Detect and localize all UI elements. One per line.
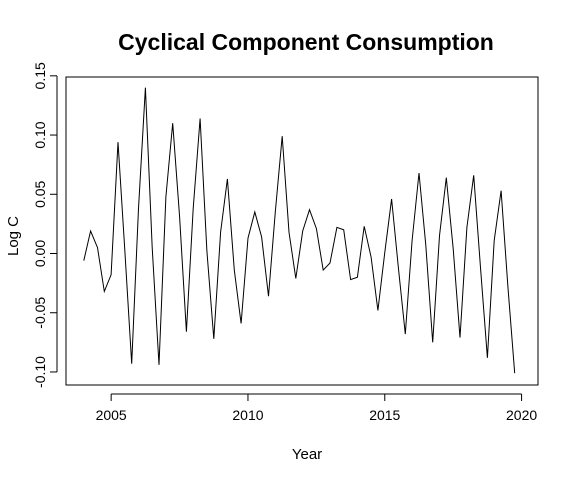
x-axis-label: Year <box>292 446 322 463</box>
chart-title: Cyclical Component Consumption <box>118 29 494 55</box>
series-layer <box>83 87 516 374</box>
y-axis-label: Log C <box>5 216 22 256</box>
x-tick-label: 2020 <box>506 407 537 423</box>
x-axis: 2005 2010 2015 2020 <box>96 393 537 423</box>
y-tick-label: 0.00 <box>32 240 48 267</box>
y-tick-label: 0.15 <box>32 62 48 89</box>
y-tick-label: -0.05 <box>32 297 48 329</box>
x-tick-label: 2010 <box>232 407 263 423</box>
plot-frame <box>65 76 539 386</box>
y-tick-label: 0.05 <box>32 180 48 207</box>
x-tick-label: 2005 <box>96 407 127 423</box>
y-axis: -0.10 -0.05 0.00 0.05 0.10 0.15 <box>32 62 58 388</box>
series-line <box>83 87 516 374</box>
y-tick-label: 0.10 <box>32 121 48 148</box>
y-tick-label: -0.10 <box>32 356 48 388</box>
x-tick-label: 2015 <box>369 407 400 423</box>
